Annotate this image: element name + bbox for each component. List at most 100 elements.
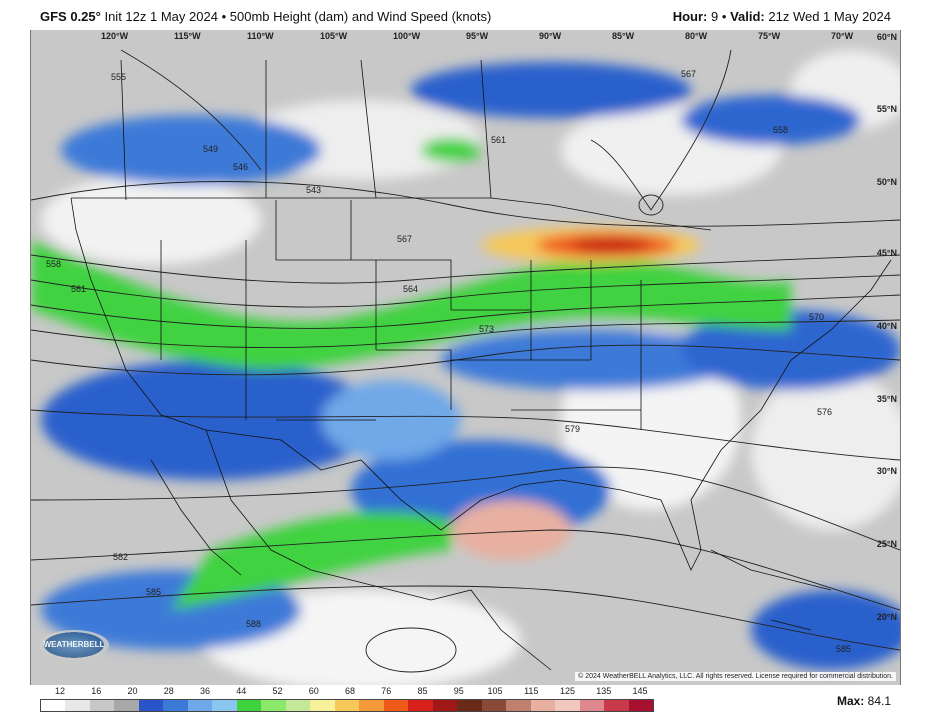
latitude-labels: 60°N 55°N 50°N 45°N 40°N 35°N 30°N 25°N … xyxy=(877,32,897,622)
legend-swatch xyxy=(628,700,654,711)
hour-value: 9 xyxy=(711,9,719,24)
blue-region xyxy=(61,115,321,185)
lon-label: 75°W xyxy=(758,31,781,41)
legend-swatch xyxy=(212,700,237,711)
valid-bullet: • xyxy=(721,9,727,24)
contour-label: 543 xyxy=(306,185,321,195)
contour-label: 570 xyxy=(809,312,824,322)
border-mexico xyxy=(205,429,552,671)
legend-label: 12 xyxy=(54,686,66,696)
legend-label: 16 xyxy=(91,686,102,696)
legend-label: 135 xyxy=(596,686,612,696)
contour-label: 588 xyxy=(246,619,261,629)
contour-value-labels: 555 549 546 543 567 561 558 558 561 564 … xyxy=(46,69,851,654)
lon-label: 95°W xyxy=(466,31,489,41)
contour-line xyxy=(120,49,262,171)
lon-label: 120°W xyxy=(101,31,129,41)
legend-swatch xyxy=(432,700,458,711)
pink-region xyxy=(451,500,571,560)
legend-swatch xyxy=(359,700,384,711)
header-bar: GFS 0.25° Init 12z 1 May 2024 • 500mb He… xyxy=(0,0,947,30)
light-region xyxy=(41,175,261,265)
legend-label: 20 xyxy=(127,686,138,696)
legend-label: 44 xyxy=(236,686,247,696)
lon-label: 90°W xyxy=(539,31,562,41)
legend-swatch xyxy=(65,700,90,711)
legend-label: 36 xyxy=(199,686,211,696)
lat-label: 35°N xyxy=(877,394,897,404)
contour-label: 576 xyxy=(817,407,832,417)
light-region xyxy=(751,370,900,530)
legend-swatch xyxy=(579,700,605,711)
lat-label: 25°N xyxy=(877,539,897,549)
contour-line xyxy=(31,274,900,308)
contour-line xyxy=(31,181,900,227)
init-time: Init 12z 1 May 2024 xyxy=(104,9,218,24)
low-center xyxy=(638,194,664,216)
contour-line xyxy=(31,254,900,284)
valid-label: Valid: xyxy=(730,9,765,24)
copyright-notice: © 2024 WeatherBELL Analytics, LLC. All r… xyxy=(575,672,896,681)
title-left: GFS 0.25° Init 12z 1 May 2024 • 500mb He… xyxy=(40,9,491,24)
lat-label: 20°N xyxy=(877,612,897,622)
max-wind: Max: 84.1 xyxy=(837,694,891,708)
blue-region xyxy=(681,95,861,145)
height-contours xyxy=(31,49,900,673)
contour-label: 549 xyxy=(203,144,218,154)
legend-swatch xyxy=(114,700,139,711)
baja-coast xyxy=(150,459,242,576)
contour-line xyxy=(31,466,900,551)
lat-label: 55°N xyxy=(877,104,897,114)
green-region xyxy=(421,138,481,162)
contour-line xyxy=(31,294,900,329)
legend-swatch xyxy=(187,700,213,711)
contour-label: 582 xyxy=(113,552,128,562)
legend-label: 95 xyxy=(453,686,464,696)
legend-swatch xyxy=(138,700,164,711)
contour-label: 579 xyxy=(565,424,580,434)
lon-label: 110°W xyxy=(247,31,274,41)
hour-label: Hour: xyxy=(672,9,708,24)
longitude-labels: 120°W 115°W 110°W 105°W 100°W 95°W 90°W … xyxy=(101,31,854,41)
legend-label: 85 xyxy=(417,686,428,696)
blue-region xyxy=(321,380,461,460)
contour-label: 564 xyxy=(403,284,418,294)
legend-swatch xyxy=(604,700,629,711)
legend-labels: 12 16 20 28 36 44 52 60 68 76 85 95 105 115 125 135 145 xyxy=(40,686,660,698)
lon-label: 100°W xyxy=(393,31,421,41)
legend-label: 105 xyxy=(487,686,503,696)
political-borders xyxy=(70,59,892,671)
lat-label: 45°N xyxy=(877,248,897,258)
state-borders xyxy=(160,200,642,430)
contour-line xyxy=(31,344,900,376)
contour-label: 585 xyxy=(146,587,161,597)
jet-max-core xyxy=(571,237,651,253)
legend-swatch xyxy=(481,700,507,711)
high-center xyxy=(365,627,457,673)
weather-map[interactable]: 120°W 115°W 110°W 105°W 100°W 95°W 90°W … xyxy=(30,30,901,685)
legend-swatch xyxy=(285,700,311,711)
lat-label: 30°N xyxy=(877,466,897,476)
contour-label: 555 xyxy=(111,72,126,82)
legend-swatch xyxy=(236,700,262,711)
blue-region xyxy=(681,310,900,390)
blue-region xyxy=(411,62,691,118)
legend-swatch xyxy=(506,700,531,711)
lat-label: 40°N xyxy=(877,321,897,331)
contour-line xyxy=(31,409,900,461)
legend-label: 68 xyxy=(344,686,356,696)
contour-label: 585 xyxy=(836,644,851,654)
legend-label: 60 xyxy=(308,686,319,696)
max-value: 84.1 xyxy=(867,694,891,708)
legend-label: 115 xyxy=(524,686,539,696)
legend-label: 52 xyxy=(272,686,283,696)
canada-provinces xyxy=(120,59,492,201)
title-bullet: • xyxy=(221,9,227,24)
legend-swatch xyxy=(457,700,482,711)
legend-label: 76 xyxy=(381,686,392,696)
legend-swatch xyxy=(383,700,409,711)
valid-value: 21z Wed 1 May 2024 xyxy=(768,9,891,24)
legend-label: 145 xyxy=(632,686,648,696)
contour-line xyxy=(590,49,732,211)
product-name: 500mb Height (dam) and Wind Speed (knots… xyxy=(229,9,492,24)
